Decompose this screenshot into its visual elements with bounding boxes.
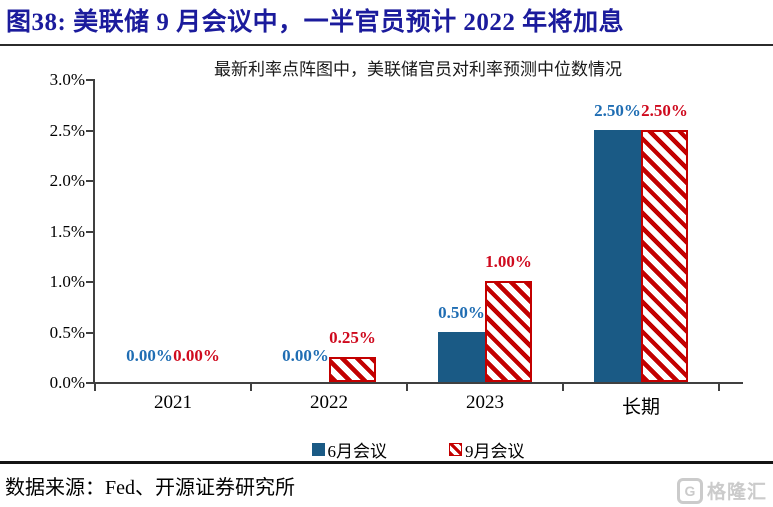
bar-9月会议-2022 <box>329 356 376 382</box>
y-axis-tick-label: 1.5% <box>49 221 85 241</box>
bar-value-label: 0.00% <box>126 346 173 365</box>
figure-title: 图38: 美联储 9 月会议中，一半官员预计 2022 年将加息 <box>6 9 625 36</box>
legend-item: 9月会议 <box>449 437 525 462</box>
gelonghui-logo-text: 格隆汇 <box>706 482 767 503</box>
x-axis-tick <box>250 384 252 391</box>
bar-value-label: 0.50% <box>438 302 485 322</box>
y-axis-tick-label: 2.0% <box>49 171 85 190</box>
y-axis-tick <box>86 331 93 334</box>
x-axis-tick <box>562 384 564 391</box>
gelonghui-g-icon: G <box>676 477 703 504</box>
y-axis-tick-label: 2.5% <box>49 120 85 140</box>
x-axis-tick <box>718 384 720 391</box>
bar-value-label: 2.50% <box>641 100 688 120</box>
chart-title: 最新利率点阵图中，美联储官员对利率预测中位数情况 <box>214 60 622 79</box>
title-divider <box>0 44 773 46</box>
footer-divider <box>0 461 773 464</box>
bar-value-label: 1.00% <box>485 252 532 271</box>
y-axis-line <box>93 79 95 384</box>
bar-9月会议-2023 <box>485 281 532 382</box>
bar-6月会议-长期 <box>594 129 641 382</box>
gelonghui-logo: G 格隆汇 <box>676 477 767 504</box>
legend-item: 6月会议 <box>311 437 388 462</box>
bar-value-label: 0.00% <box>282 346 329 365</box>
y-axis-tick-label: 3.0% <box>49 70 85 89</box>
bar-value-label: 0.25% <box>329 327 376 347</box>
y-axis-tick <box>86 129 93 132</box>
x-axis-category-label: 长期 <box>621 397 660 418</box>
y-axis-tick-label: 1.0% <box>49 272 85 291</box>
legend-label: 9月会议 <box>465 442 525 461</box>
chart-legend: 6月会议 9月会议 <box>95 437 741 462</box>
x-axis-tick <box>406 384 408 391</box>
y-axis-tick-label: 0.5% <box>49 322 85 342</box>
y-axis-tick <box>86 180 93 182</box>
y-axis-tick <box>86 230 93 233</box>
bar-value-label: 0.00% <box>173 346 220 365</box>
x-axis-category-label: 2023 <box>466 392 504 413</box>
y-axis-tick <box>86 281 93 283</box>
legend-swatch-solid <box>311 443 325 456</box>
legend-swatch-hatched <box>449 443 462 456</box>
x-axis-category-label: 2021 <box>154 392 192 413</box>
x-axis-line <box>93 382 743 384</box>
y-axis-tick-label: 0.0% <box>49 373 85 392</box>
bar-value-label: 2.50% <box>594 100 641 120</box>
legend-label: 6月会议 <box>327 442 388 461</box>
y-axis-tick <box>86 382 93 384</box>
bar-6月会议-2023 <box>438 331 485 382</box>
x-axis-tick <box>94 384 96 391</box>
x-axis-category-label: 2022 <box>310 392 348 413</box>
data-source-text: 数据来源：Fed、开源证券研究所 <box>5 477 295 499</box>
y-axis-tick <box>86 79 93 81</box>
bar-9月会议-长期 <box>641 129 688 382</box>
